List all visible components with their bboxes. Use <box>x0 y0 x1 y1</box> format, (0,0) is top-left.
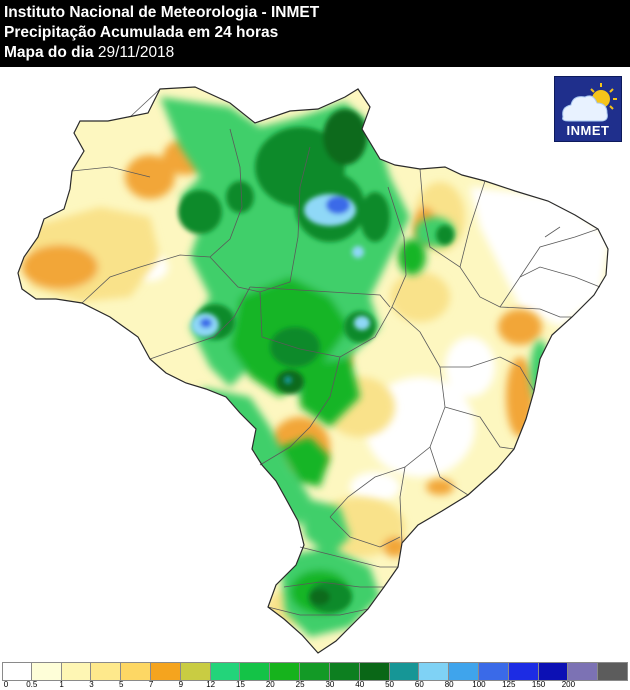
map-header: Instituto Nacional de Meteorologia - INM… <box>0 0 630 67</box>
precipitation-map <box>0 67 630 660</box>
legend-tick-label: 20 <box>265 680 275 689</box>
precipitation-legend: 0 0.5 1 3 5 7 9 12 15 20 25 30 40 50 60 80 100 125 150 200 <box>0 660 630 690</box>
legend-swatch <box>568 662 599 681</box>
header-date: 29/11/2018 <box>97 44 175 61</box>
legend-swatch <box>61 662 92 681</box>
legend-swatch <box>2 662 32 681</box>
legend-swatch <box>329 662 360 681</box>
legend-tick-label: 0 <box>3 680 9 689</box>
header-date-line: Mapa do dia 29/11/2018 <box>4 43 626 63</box>
legend-swatch <box>270 662 301 681</box>
legend-swatch <box>449 662 479 681</box>
legend-swatch <box>478 662 509 681</box>
legend-tick-label: 125 <box>502 680 516 689</box>
legend-tick-label: 0.5 <box>26 680 38 689</box>
legend-swatch <box>151 662 181 681</box>
legend-swatch <box>210 662 241 681</box>
legend-tick-label: 5 <box>119 680 124 689</box>
legend-tick-label: 200 <box>561 680 576 689</box>
legend-tick-label: 1 <box>59 680 64 689</box>
legend-tick-label: 7 <box>148 680 154 689</box>
legend-swatch <box>180 662 211 681</box>
legend-swatch <box>389 662 420 681</box>
brazil-map <box>17 86 609 654</box>
sun-cloud-icon <box>562 83 617 122</box>
legend-swatch <box>240 662 271 681</box>
header-institute: Instituto Nacional de Meteorologia - INM… <box>4 4 320 21</box>
legend-tick-label: 9 <box>178 680 184 689</box>
legend-swatch <box>91 662 122 681</box>
legend-swatch <box>121 662 152 681</box>
legend-tick-label: 3 <box>89 680 94 689</box>
legend-swatch <box>538 662 569 681</box>
legend-swatch <box>419 662 450 681</box>
state-borders <box>71 88 601 616</box>
legend-swatch <box>300 662 330 681</box>
legend-tick-label: 150 <box>531 680 546 689</box>
legend-tick-label: 15 <box>236 680 245 689</box>
legend-swatch <box>359 662 390 681</box>
legend-swatch <box>31 662 62 681</box>
legend-tick-label: 100 <box>472 680 486 689</box>
legend-swatch <box>598 662 628 681</box>
header-product: Precipitação Acumulada em 24 horas <box>4 24 279 41</box>
legend-swatch <box>508 662 539 681</box>
legend-tick-label: 50 <box>385 680 394 689</box>
legend-tick-label: 12 <box>206 680 216 689</box>
inmet-logo: INMET <box>554 76 622 142</box>
legend-tick-label: 25 <box>295 680 305 689</box>
legend-tick-label: 60 <box>414 680 424 689</box>
legend-tick-label: 80 <box>444 680 454 689</box>
header-date-label: Mapa do dia <box>4 44 98 61</box>
logo-text: INMET <box>566 123 610 138</box>
legend-tick-label: 40 <box>355 680 365 689</box>
legend-tick-label: 30 <box>325 680 335 689</box>
